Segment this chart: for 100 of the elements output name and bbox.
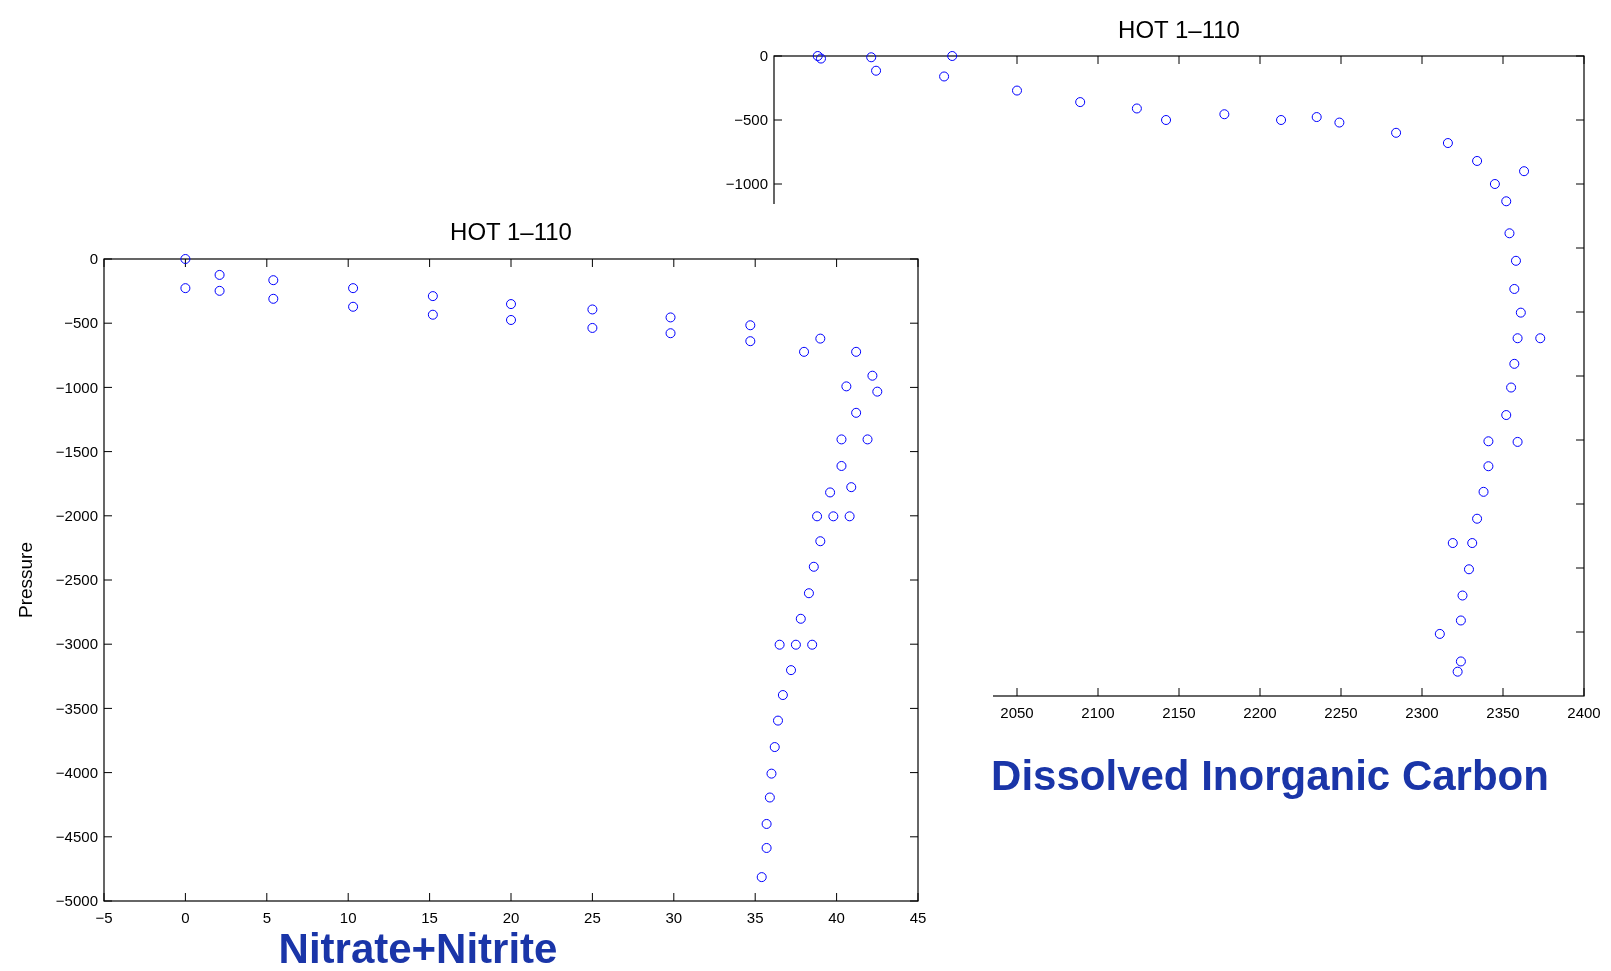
x-tick-label: 2150 xyxy=(1162,704,1196,721)
x-axis-title: Nitrate+Nitrite xyxy=(278,925,558,971)
x-tick-label: 2300 xyxy=(1405,704,1439,721)
y-tick-label: 0 xyxy=(759,47,768,65)
x-tick-label: 10 xyxy=(339,909,357,926)
point xyxy=(427,309,438,320)
point xyxy=(1311,112,1322,123)
point xyxy=(772,715,783,726)
point xyxy=(1504,228,1515,239)
point xyxy=(846,482,857,493)
point xyxy=(1506,382,1517,393)
chart-title: HOT 1–110 xyxy=(1118,16,1240,43)
point xyxy=(1515,307,1526,318)
x-tick-label: 25 xyxy=(584,909,601,926)
x-tick-label: 35 xyxy=(746,909,764,926)
point xyxy=(506,314,516,325)
point xyxy=(803,588,814,599)
chart-title: HOT 1–110 xyxy=(450,218,572,245)
point xyxy=(1472,155,1483,166)
point xyxy=(836,460,847,471)
point xyxy=(1447,538,1458,549)
x-tick-label: 0 xyxy=(181,909,190,926)
point xyxy=(761,818,772,829)
point xyxy=(1501,196,1512,207)
point xyxy=(799,346,810,357)
point xyxy=(1535,333,1546,344)
point xyxy=(1510,255,1521,266)
point xyxy=(665,328,676,339)
point xyxy=(769,742,780,753)
x-tick-label: 2100 xyxy=(1081,704,1115,721)
y-tick-label: −1000 xyxy=(725,175,768,193)
point xyxy=(1455,656,1466,667)
point xyxy=(844,511,855,522)
x-tick-label: 40 xyxy=(828,909,845,926)
point xyxy=(871,65,882,76)
point xyxy=(1334,117,1345,128)
point xyxy=(1457,590,1468,601)
point xyxy=(1483,461,1494,472)
point xyxy=(1467,538,1478,549)
y-tick-label: −5000 xyxy=(55,892,98,910)
x-tick-label: 5 xyxy=(262,909,271,926)
point xyxy=(807,639,818,650)
point xyxy=(795,613,806,624)
point xyxy=(268,275,279,286)
y-tick-label: −500 xyxy=(64,314,98,332)
point xyxy=(745,320,756,331)
point xyxy=(1452,666,1463,677)
y-tick-label: −4500 xyxy=(55,828,98,846)
point xyxy=(1434,628,1445,639)
point xyxy=(506,299,516,310)
x-tick-label: 45 xyxy=(909,909,927,926)
point xyxy=(1463,564,1474,575)
point xyxy=(180,254,191,264)
point xyxy=(1276,115,1287,125)
point xyxy=(786,665,797,676)
point xyxy=(1509,358,1520,369)
x-tick-label: 2350 xyxy=(1486,704,1520,721)
point xyxy=(815,536,826,547)
point xyxy=(851,407,862,418)
point xyxy=(812,511,823,522)
y-tick-label: −1000 xyxy=(55,378,98,396)
y-axis-title: Pressure xyxy=(15,541,36,619)
point xyxy=(1489,179,1500,189)
x-tick-label: 15 xyxy=(421,909,438,926)
y-tick-label: −3500 xyxy=(55,699,98,717)
point xyxy=(851,346,862,357)
point xyxy=(587,304,598,315)
point xyxy=(214,285,225,296)
point xyxy=(587,322,598,333)
point xyxy=(1455,615,1466,626)
point xyxy=(1501,410,1512,421)
point xyxy=(1012,85,1022,96)
point xyxy=(939,71,950,82)
y-tick-label: −500 xyxy=(734,111,768,129)
point xyxy=(1075,97,1086,108)
x-tick-label: 20 xyxy=(502,909,520,926)
point xyxy=(268,293,279,304)
point xyxy=(214,269,225,280)
point xyxy=(1519,166,1530,177)
x-tick-label: −5 xyxy=(95,909,113,926)
y-tick-label: −2000 xyxy=(55,507,98,525)
x-axis-title: Dissolved Inorganic Carbon xyxy=(991,752,1549,799)
point xyxy=(348,301,359,312)
point xyxy=(764,792,775,803)
x-tick-label: 2050 xyxy=(1000,704,1034,721)
point xyxy=(790,639,801,650)
point xyxy=(1219,109,1230,120)
point xyxy=(774,639,785,650)
point xyxy=(836,434,847,445)
point xyxy=(867,370,878,381)
point xyxy=(1391,127,1402,138)
point xyxy=(841,381,852,392)
point xyxy=(777,690,788,701)
point xyxy=(756,872,767,883)
y-tick-label: −4000 xyxy=(55,763,98,781)
point xyxy=(1131,103,1142,114)
point xyxy=(862,434,873,445)
x-tick-label: 2250 xyxy=(1324,704,1358,721)
y-tick-label: −1500 xyxy=(55,442,98,460)
point xyxy=(766,768,777,779)
